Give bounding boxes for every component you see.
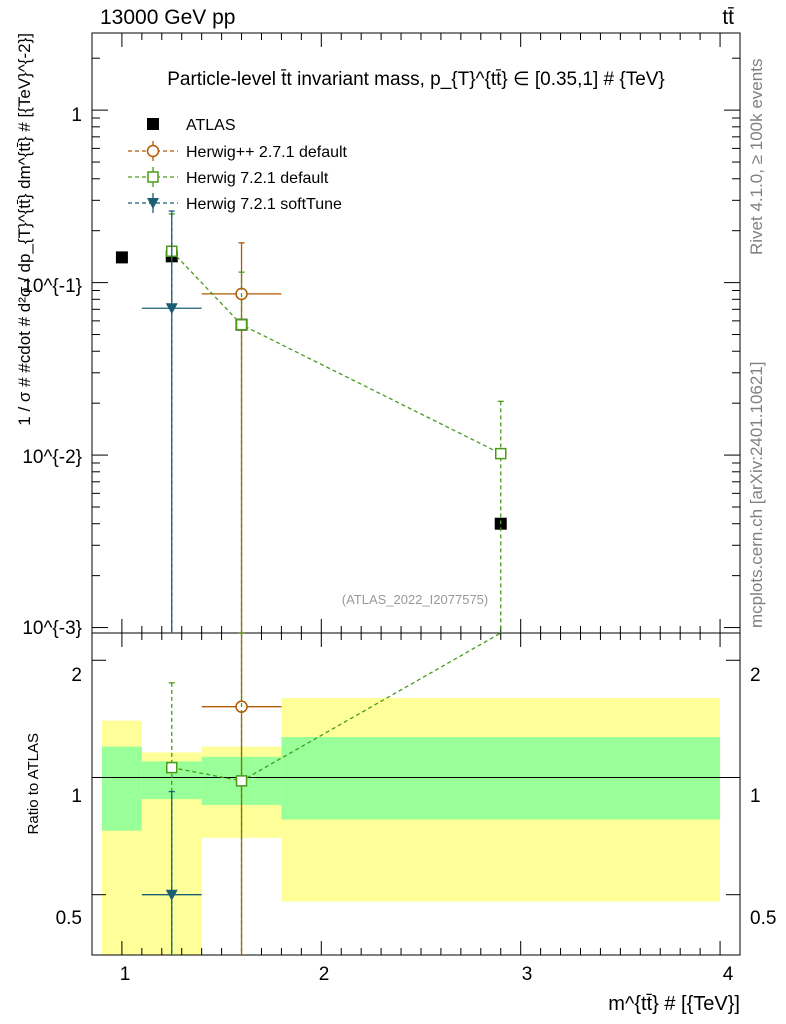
ratio-band-green <box>101 746 142 831</box>
ratio-tick-label: 1 <box>71 786 82 807</box>
legend-marker <box>147 198 159 209</box>
x-tick-labels: 1 2 3 4 <box>120 964 734 985</box>
ratio-plot-frame <box>91 632 741 956</box>
series-2-point <box>235 318 248 331</box>
series-2-ratio-point <box>166 761 178 774</box>
series-2-line <box>171 250 502 455</box>
legend: ATLAS Herwig++ 2.7.1 default Herwig 7.2.1 … <box>128 117 348 213</box>
legend-marker <box>146 144 160 158</box>
analysis-id: (ATLAS_2022_I2077575) <box>342 592 488 607</box>
axis-ticks <box>92 33 740 955</box>
y-tick-label-exp: 10^{-2} <box>22 447 82 468</box>
legend-marker <box>147 118 159 130</box>
ratio-tick-label: 2 <box>71 665 82 686</box>
x-tick-label: 4 <box>723 964 734 985</box>
chart-title: Particle-level t̄t invariant mass, p_{T}… <box>167 69 665 90</box>
legend-marker <box>147 171 159 183</box>
x-tick-label: 1 <box>120 964 131 985</box>
series-3-ratio-point <box>165 889 178 901</box>
y-tick-labels: 1 10^{-1} 10^{-2} 10^{-3} <box>22 105 82 639</box>
legend-label: Herwig++ 2.7.1 default <box>186 144 348 161</box>
ratio-tick-label-right: 2 <box>750 665 761 686</box>
url-label: mcplots.cern.ch [arXiv:2401.10621] <box>747 362 766 628</box>
x-tick-label: 3 <box>522 964 533 985</box>
main-plot-area <box>115 210 507 633</box>
ratio-band-green <box>281 737 721 820</box>
y-tick-label-exp: 10^{-1} <box>22 276 82 297</box>
rivet-label: Rivet 4.1.0, ≥ 100k events <box>747 59 766 255</box>
y-tick-label: 1 <box>71 105 82 126</box>
legend-label: ATLAS <box>186 117 236 134</box>
series-3-point <box>165 303 178 315</box>
ratio-plot-area <box>141 632 502 955</box>
legend-label: Herwig 7.2.1 default <box>186 170 329 187</box>
ratio-tick-label-right: 1 <box>750 786 761 807</box>
y-axis-label: 1 / σ # #cdot # d²σ / dp_{T}^{tt̄} dm^{t… <box>15 33 34 426</box>
series-2-point <box>494 447 507 460</box>
process-label: tt̄ <box>722 6 734 29</box>
y-tick-label-exp: 10^{-3} <box>22 618 82 639</box>
ratio-tick-label-right: 0.5 <box>750 908 776 929</box>
atlas-point <box>115 251 128 264</box>
energy-label: 13000 GeV pp <box>100 6 235 29</box>
series-2-ratio-point <box>235 775 248 787</box>
ratio-tick-label: 0.5 <box>56 908 82 929</box>
legend-label: Herwig 7.2.1 softTune <box>186 196 342 213</box>
x-tick-label: 2 <box>319 964 330 985</box>
ratio-uncertainty-bands <box>101 698 721 955</box>
ratio-y-tick-labels: 0.5 1 2 0.5 1 2 <box>56 665 777 929</box>
ratio-y-axis-label: Ratio to ATLAS <box>25 733 42 834</box>
x-axis-label: m^{tt̄} # [{TeV}] <box>608 993 740 1015</box>
